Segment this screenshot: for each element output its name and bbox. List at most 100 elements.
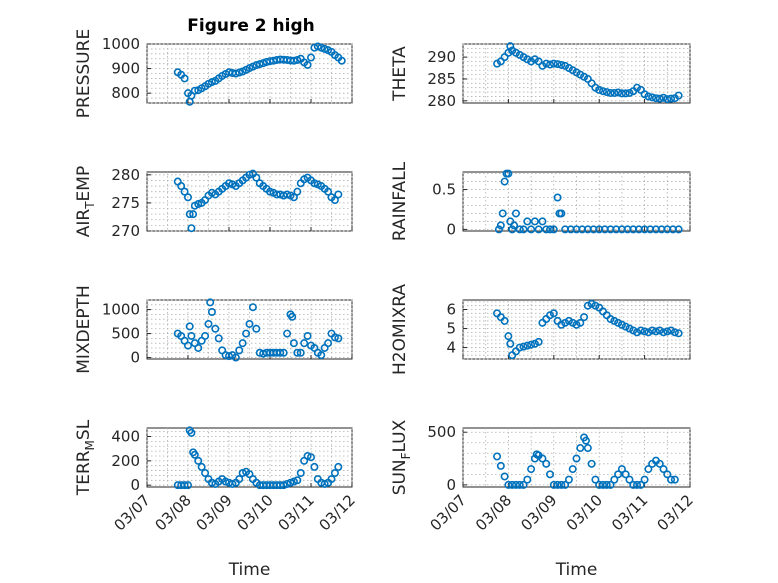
data-point (494, 225, 503, 234)
data-point (534, 225, 543, 234)
data-point (515, 225, 524, 234)
data-point (500, 316, 509, 325)
data-point (546, 470, 555, 479)
data-point (327, 475, 336, 484)
data-point (640, 475, 649, 484)
y-tick-label: 0 (446, 220, 456, 238)
data-point (190, 86, 199, 95)
data-point (629, 480, 638, 489)
data-point (197, 462, 206, 471)
y-tick-label: 800 (111, 84, 140, 102)
y-axis-label: AIRTEMP (74, 166, 97, 237)
data-point (303, 60, 312, 69)
data-point (595, 480, 604, 489)
data-point (180, 481, 189, 490)
data-point (527, 225, 536, 234)
y-tick-label: 290 (427, 48, 456, 66)
data-point (504, 332, 513, 341)
x-tick-label: 03/10 (234, 491, 277, 534)
data-point (187, 331, 196, 340)
data-point (659, 465, 668, 474)
y-tick-label: 275 (111, 194, 140, 212)
data-point (184, 481, 193, 490)
data-point (276, 348, 285, 357)
data-point (636, 326, 645, 335)
y-tick-label: 280 (111, 166, 140, 184)
data-point (231, 353, 240, 362)
data-point (511, 480, 520, 489)
x-tick-label: 03/08 (152, 491, 195, 534)
data-point (177, 182, 186, 191)
data-point (527, 340, 536, 349)
data-point (576, 318, 585, 327)
x-tick-label: 03/07 (427, 491, 470, 534)
data-point (651, 327, 660, 336)
y-axis-label: H2OMIXRA (390, 284, 410, 375)
data-point (238, 339, 247, 348)
data-point (617, 465, 626, 474)
data-point (546, 60, 555, 69)
data-point (530, 217, 539, 226)
data-point (184, 341, 193, 350)
data-point (255, 60, 264, 69)
data-point (493, 452, 502, 461)
data-point (542, 459, 551, 468)
data-point (252, 173, 261, 182)
data-point (617, 89, 626, 98)
y-tick-label: 285 (427, 70, 456, 88)
data-point (663, 95, 672, 104)
subplot-h2omixra: 456 H2OMIXRA (390, 284, 691, 375)
data-point (659, 93, 668, 102)
data-point (651, 94, 660, 103)
data-point (180, 187, 189, 196)
y-tick-label: 0.5 (432, 181, 456, 199)
data-point (549, 225, 558, 234)
data-point (648, 93, 657, 102)
data-point (674, 329, 683, 338)
data-point (279, 348, 288, 357)
data-point (659, 328, 668, 337)
data-point (293, 476, 302, 485)
data-point (324, 339, 333, 348)
data-point (648, 326, 657, 335)
data-point (519, 225, 528, 234)
x-tick-label: 03/12 (654, 491, 697, 534)
data-point (625, 475, 634, 484)
series-markers (173, 426, 343, 490)
data-point (587, 459, 596, 468)
data-point (557, 480, 566, 489)
data-point (330, 333, 339, 342)
data-point (549, 59, 558, 68)
data-point (621, 89, 630, 98)
data-point (534, 337, 543, 346)
data-point (553, 480, 562, 489)
x-axis-label: Time (555, 560, 598, 580)
data-point (289, 56, 298, 65)
x-axis-label: Time (228, 560, 271, 580)
x-tick-label: 03/11 (275, 491, 318, 534)
y-tick-label: 1000 (102, 301, 140, 319)
data-point (334, 462, 343, 471)
x-tick-label: 03/09 (193, 491, 236, 534)
data-point (572, 454, 581, 463)
data-point (633, 480, 642, 489)
data-point (310, 462, 319, 471)
data-point (207, 307, 216, 316)
data-point (511, 209, 520, 218)
y-axis-label: MIXDEPTH (74, 285, 94, 374)
data-point (190, 450, 199, 459)
data-point (670, 328, 679, 337)
data-point (663, 327, 672, 336)
data-point (500, 472, 509, 481)
data-point (674, 225, 683, 234)
y-tick-label: 500 (427, 423, 456, 441)
data-point (293, 348, 302, 357)
data-point (242, 329, 251, 338)
data-point (674, 91, 683, 100)
data-point (289, 339, 298, 348)
data-point (303, 331, 312, 340)
data-point (595, 85, 604, 94)
data-point (644, 92, 653, 101)
data-point (185, 210, 194, 219)
data-point (293, 187, 302, 196)
